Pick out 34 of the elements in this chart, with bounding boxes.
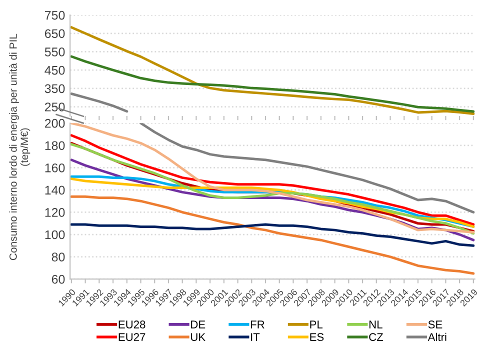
legend-label: Altri: [428, 332, 446, 341]
legend-label: SE: [428, 320, 442, 328]
y-tick-label: 100: [45, 230, 65, 240]
legend-label: CZ: [369, 333, 384, 342]
legend-label: PL: [310, 320, 323, 328]
legend-label: IT: [251, 333, 260, 341]
y-tick-label: 180: [45, 141, 65, 150]
y-tick-label: 450: [44, 66, 65, 75]
legend-label: NL: [369, 320, 382, 328]
line-series: [70, 55, 475, 113]
y-tick-label: 160: [45, 163, 65, 172]
legend-label: DE: [191, 320, 206, 328]
y-tick-label: 60: [52, 274, 65, 284]
line-series: [70, 123, 475, 234]
y-tick-label: 120: [45, 208, 65, 217]
y-tick-label: 200: [44, 118, 65, 128]
y-tick-label: 250: [44, 102, 65, 112]
line-series: [70, 26, 475, 115]
y-tick-label: 80: [52, 252, 65, 262]
legend-label: FR: [250, 320, 264, 328]
line-series: [70, 223, 475, 247]
y-tick-label: 140: [45, 186, 65, 195]
legend-label: UK: [191, 333, 206, 342]
line-series: [140, 123, 475, 214]
legend-label: EU27: [118, 333, 146, 342]
legend-label: ES: [310, 333, 324, 342]
y-tick-label: 550: [44, 48, 65, 56]
y-tick-label: 650: [44, 29, 65, 38]
line-series: [70, 195, 475, 275]
y-tick-label: 350: [44, 84, 65, 94]
y-tick-label: 750: [44, 10, 65, 20]
line-series: [70, 92, 128, 113]
y-axis-title: Consumo interno lordo di energia per unità di PIL (tep/M€): [9, 34, 30, 260]
legend-label: EU28: [118, 320, 146, 328]
